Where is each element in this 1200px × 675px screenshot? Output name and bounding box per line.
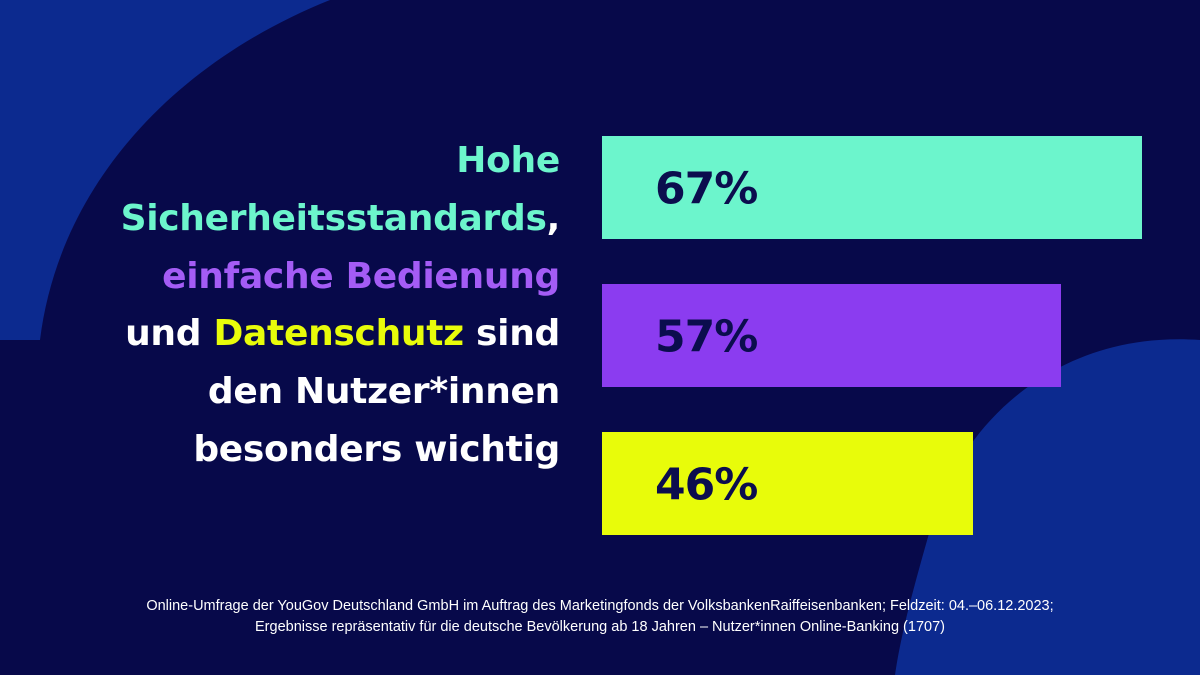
bar-usability bbox=[602, 284, 1061, 387]
headline-highlight-privacy: Datenschutz bbox=[213, 313, 464, 355]
background-arc-left-outer bbox=[0, 0, 330, 340]
bar-value-label-security: 67% bbox=[655, 164, 757, 215]
headline-line-2: Sicherheitsstandards, bbox=[20, 190, 561, 248]
footnote-line-2: Ergebnisse repräsentativ für die deutsch… bbox=[255, 619, 945, 635]
headline-line-4: und Datenschutz sind bbox=[20, 305, 560, 363]
bar-privacy bbox=[602, 432, 973, 535]
headline: Hohe Sicherheitsstandards, einfache Bedi… bbox=[20, 132, 561, 479]
bar-security bbox=[602, 136, 1142, 239]
headline-line-6: besonders wichtig bbox=[193, 428, 560, 470]
headline-highlight-security-2: Sicherheitsstandards bbox=[120, 197, 547, 239]
headline-line-1: Hohe bbox=[20, 132, 560, 190]
headline-text-und: und bbox=[125, 313, 214, 355]
headline-comma: , bbox=[546, 197, 561, 239]
headline-highlight-security-1: Hohe bbox=[456, 140, 560, 181]
footnote-line-1: Online-Umfrage der YouGov Deutschland Gm… bbox=[146, 598, 1054, 614]
bar-value-label-usability: 57% bbox=[655, 312, 757, 363]
background-arc-right bbox=[895, 339, 1200, 675]
headline-text-sind: sind bbox=[463, 313, 560, 355]
headline-line-3: einfache Bedienung bbox=[20, 248, 560, 306]
headline-line-5: den Nutzer*innen bbox=[207, 371, 560, 413]
bar-value-label-privacy: 46% bbox=[655, 460, 757, 511]
headline-highlight-usability: einfache Bedienung bbox=[162, 255, 560, 297]
source-footnote: Online-Umfrage der YouGov Deutschland Gm… bbox=[0, 596, 1200, 638]
